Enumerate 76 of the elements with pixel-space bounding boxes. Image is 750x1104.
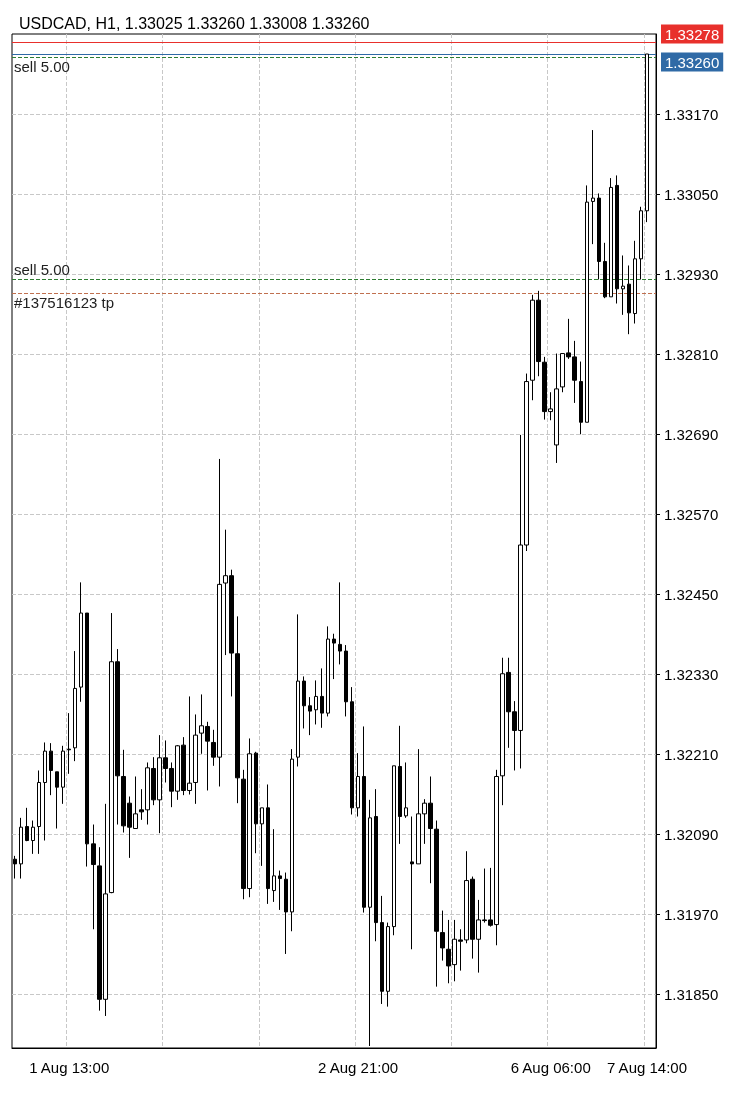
y-tick-label: 1.32570 [664, 505, 719, 523]
candlestick [278, 870, 282, 911]
candlestick [73, 650, 77, 762]
candlestick [272, 828, 276, 903]
candlestick [374, 788, 378, 942]
x-tick-label: 2 Aug 21:00 [318, 1059, 399, 1076]
candlestick [37, 769, 41, 855]
candlestick [639, 206, 643, 280]
candlestick [440, 910, 445, 962]
candlestick [356, 752, 360, 818]
candlestick [25, 807, 29, 842]
candlestick [609, 177, 613, 298]
y-tick-label: 1.32690 [664, 425, 719, 443]
candlestick [85, 612, 89, 868]
candlestick [326, 625, 330, 717]
candlestick [314, 679, 318, 725]
candlestick [332, 633, 336, 680]
candlestick [302, 675, 306, 729]
y-tick-label: 1.32810 [664, 345, 719, 363]
candlestick [308, 696, 312, 736]
candlestick [350, 686, 354, 816]
candlestick [434, 820, 439, 988]
candlestick [380, 895, 384, 1005]
y-tick-label: 1.31850 [664, 986, 719, 1004]
x-tick-label: 7 Aug 14:00 [606, 1059, 688, 1076]
candlestick [585, 184, 589, 423]
candlestick [43, 741, 47, 842]
candlestick [254, 751, 258, 854]
ref-line-label: 1.33260 [665, 53, 720, 71]
candlestick [49, 742, 53, 796]
y-tick-label: 1.33170 [664, 105, 719, 123]
candlestick [55, 771, 59, 830]
candlestick [410, 816, 414, 950]
candlestick [386, 922, 390, 1008]
chart-title: USDCAD, H1, 1.33025 1.33260 1.33008 1.33260 [19, 14, 370, 32]
candlestick [362, 725, 366, 914]
y-tick-label: 1.32210 [664, 745, 719, 763]
candlestick [591, 129, 595, 245]
candlestick [296, 613, 300, 767]
y-tick-label: 1.32330 [664, 665, 719, 683]
candlestick [79, 581, 83, 703]
candlestick [67, 712, 71, 775]
ref-line-label: 1.33278 [665, 25, 720, 43]
candlestick [621, 254, 625, 316]
y-tick-label: 1.32930 [664, 265, 719, 283]
candlestick [398, 725, 402, 845]
candlestick [597, 192, 601, 280]
candlestick [404, 761, 408, 819]
y-tick-label: 1.32450 [664, 585, 719, 603]
candlestick [31, 820, 35, 855]
candlestick [344, 644, 348, 717]
candlestick [290, 748, 294, 932]
candlestick [579, 361, 583, 435]
candlestick [61, 745, 65, 805]
y-tick-label: 1.32090 [664, 826, 719, 844]
candlestick [320, 667, 324, 729]
ref-line-label: sell 5.00 [14, 261, 70, 279]
candlestick [260, 807, 264, 867]
candlestick [19, 817, 23, 880]
candlestick [284, 872, 288, 955]
candlestick [627, 264, 631, 335]
candlestick [266, 783, 270, 905]
candlestick [603, 242, 607, 299]
candlestick [338, 581, 342, 665]
x-tick-label: 6 Aug 06:00 [510, 1059, 591, 1076]
ref-line-label: sell 5.00 [14, 58, 70, 76]
candlestick [91, 824, 96, 930]
candlestick [193, 713, 198, 805]
y-tick-label: 1.31970 [664, 906, 719, 924]
ref-line-label: #137516123 tp [14, 293, 115, 311]
x-tick-label: 1 Aug 13:00 [29, 1059, 110, 1076]
candlestick [392, 765, 396, 936]
candlestick [645, 53, 649, 223]
candlestick [633, 240, 637, 325]
candlestick [615, 174, 619, 305]
y-tick-label: 1.33050 [664, 185, 719, 203]
